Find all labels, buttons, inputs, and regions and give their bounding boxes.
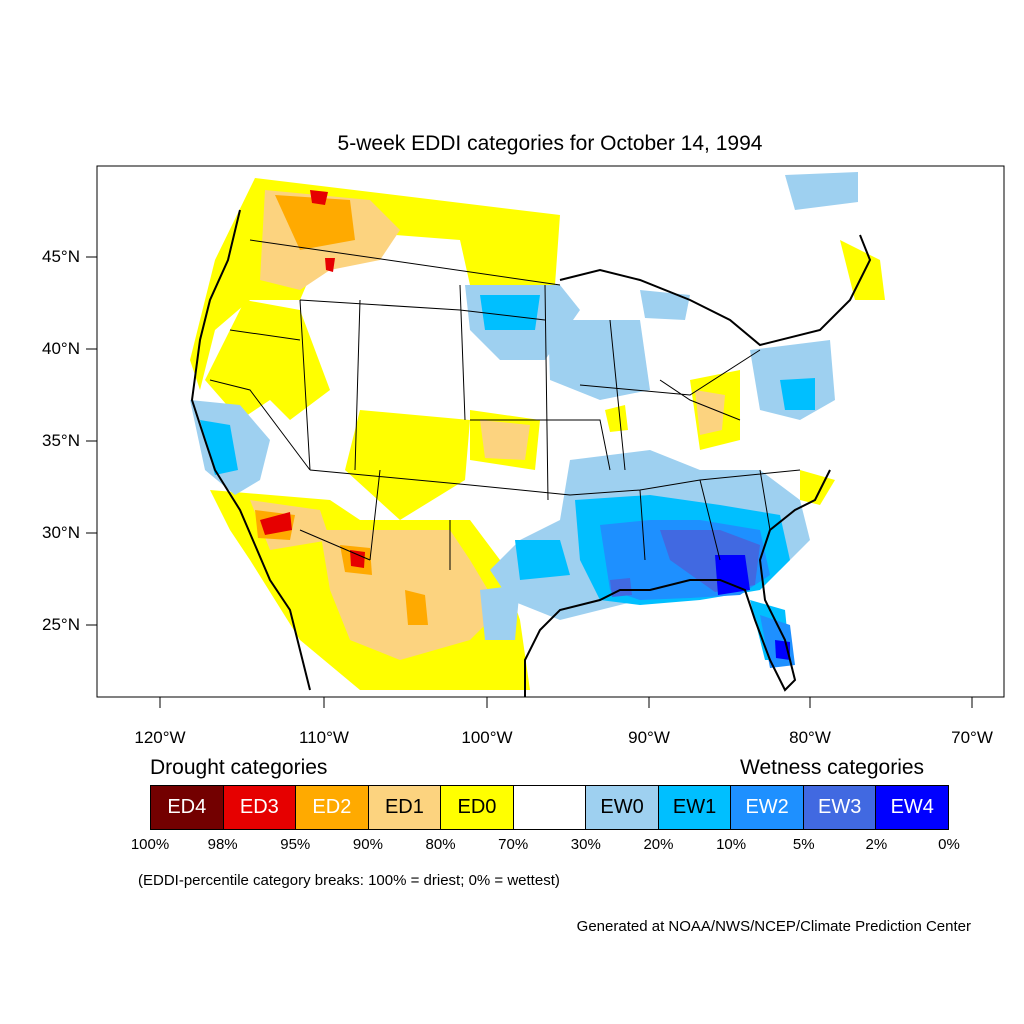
- lat-label-40: 40°N: [42, 339, 80, 358]
- map-frame: [96, 165, 1005, 698]
- percent-break: 0%: [938, 836, 960, 853]
- percent-break: 10%: [716, 836, 747, 853]
- legend-cell-neutral: [513, 786, 587, 829]
- legend-cell-ew0: EW0: [586, 786, 659, 829]
- lon-label-70: 70°W: [951, 728, 993, 747]
- percent-break: 2%: [865, 836, 888, 853]
- percent-break: 100%: [130, 836, 170, 853]
- lat-label-35: 35°N: [42, 431, 80, 450]
- legend-cell-ed2: ED2: [296, 786, 369, 829]
- drought-heading: Drought categories: [150, 756, 328, 779]
- lat-label-25: 25°N: [42, 615, 80, 634]
- lon-label-120: 120°W: [134, 728, 186, 747]
- percent-break: 80%: [425, 836, 456, 853]
- percent-break: 30%: [570, 836, 601, 853]
- legend-cell-ed3: ED3: [223, 786, 297, 829]
- coastline: [190, 209, 872, 697]
- lon-label-100: 100°W: [461, 728, 513, 747]
- lat-label-45: 45°N: [42, 247, 80, 266]
- percent-break: 90%: [352, 836, 383, 853]
- percent-break: 5%: [792, 836, 815, 853]
- legend-cell-ed0: ED0: [441, 786, 514, 829]
- wetness-heading: Wetness categories: [740, 756, 925, 779]
- legend-cell-ew1: EW1: [658, 786, 732, 829]
- percent-break: 70%: [498, 836, 529, 853]
- ed3-regions: [260, 190, 365, 568]
- legend-cell-ew2: EW2: [731, 786, 804, 829]
- legend-cell-ew3: EW3: [803, 786, 877, 829]
- legend-cell-ed1: ED1: [368, 786, 442, 829]
- lon-label-80: 80°W: [789, 728, 831, 747]
- lon-label-110: 110°W: [299, 728, 349, 747]
- state-lines: [209, 239, 801, 570]
- lat-label-30: 30°N: [42, 523, 80, 542]
- category-note: (EDDI-percentile category breaks: 100% =…: [138, 872, 560, 889]
- legend-cell-ed4: ED4: [151, 786, 224, 829]
- lon-label-90: 90°W: [628, 728, 670, 747]
- percent-break: 98%: [207, 836, 238, 853]
- credit-line: Generated at NOAA/NWS/NCEP/Climate Predi…: [576, 918, 971, 935]
- tick-marks: [86, 256, 973, 708]
- legend-cell-ew4: EW4: [876, 786, 949, 829]
- category-legend: ED4 ED3 ED2 ED1 ED0 EW0 EW1 EW2 EW3 EW4: [150, 785, 949, 830]
- map-title: 5-week EDDI categories for October 14, 1…: [337, 132, 763, 155]
- percent-break: 20%: [643, 836, 674, 853]
- percent-break: 95%: [280, 836, 311, 853]
